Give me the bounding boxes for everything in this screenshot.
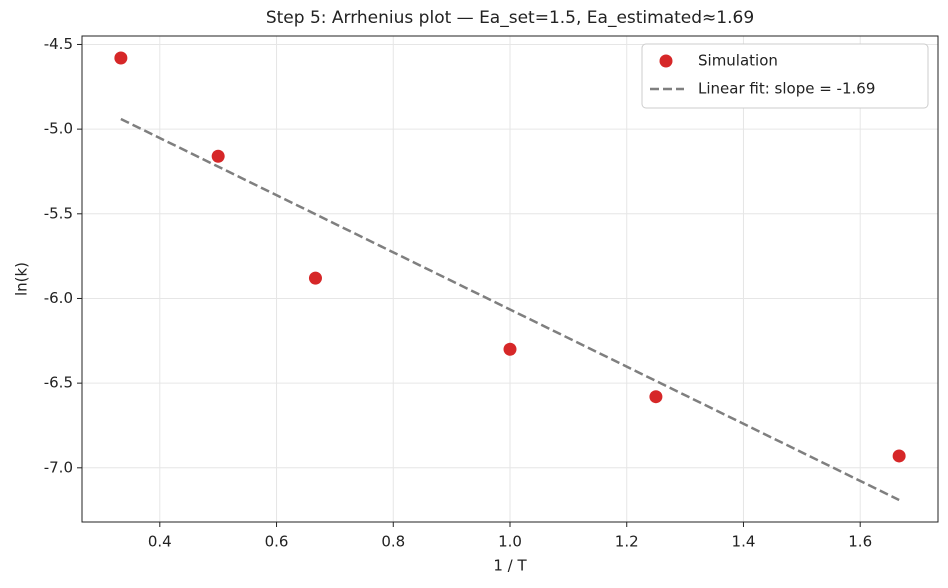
- point: [649, 390, 663, 404]
- legend-marker: [659, 54, 673, 68]
- y-tick-label: -6.5: [44, 374, 73, 392]
- point: [503, 342, 517, 356]
- y-axis-label: ln(k): [13, 262, 31, 296]
- x-axis-label: 1 / T: [493, 557, 527, 575]
- x-tick-label: 0.4: [148, 533, 172, 551]
- y-tick-label: -6.0: [44, 289, 73, 307]
- y-tick-label: -7.0: [44, 458, 73, 476]
- x-tick-label: 1.4: [732, 533, 756, 551]
- x-tick-label: 0.6: [265, 533, 289, 551]
- x-tick-label: 1.2: [615, 533, 639, 551]
- x-tick-label: 1.0: [498, 533, 522, 551]
- y-tick-label: -5.0: [44, 120, 73, 138]
- chart-title: Step 5: Arrhenius plot — Ea_set=1.5, Ea_…: [266, 8, 754, 28]
- point: [308, 271, 322, 285]
- legend-label: Simulation: [698, 52, 778, 70]
- legend-label: Linear fit: slope = -1.69: [698, 80, 875, 98]
- y-tick-label: -4.5: [44, 35, 73, 53]
- point: [892, 449, 906, 463]
- x-tick-label: 1.6: [848, 533, 872, 551]
- point: [211, 149, 225, 163]
- legend-box: [641, 43, 929, 109]
- plot-frame: [81, 35, 939, 523]
- fit-line: [120, 117, 900, 502]
- x-tick-label: 0.8: [381, 533, 405, 551]
- y-tick-label: -5.5: [44, 204, 73, 222]
- point: [114, 51, 128, 65]
